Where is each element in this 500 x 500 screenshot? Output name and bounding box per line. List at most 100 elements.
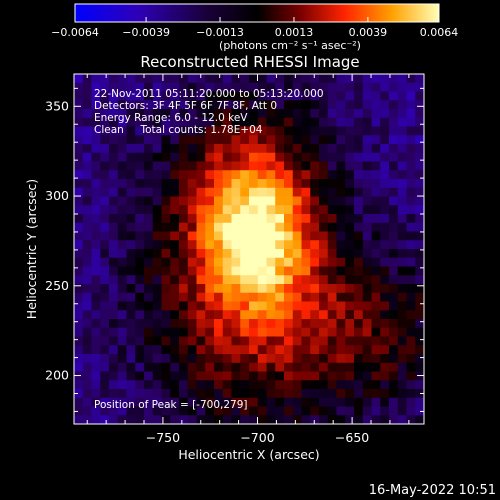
heatmap-cell <box>205 362 215 372</box>
heatmap-cell <box>231 222 241 232</box>
heatmap-cell <box>266 415 276 424</box>
heatmap-cell <box>292 170 302 180</box>
heatmap-cell <box>406 240 416 250</box>
heatmap-cell <box>91 397 101 407</box>
heatmap-cell <box>214 222 224 232</box>
heatmap-cell <box>126 257 136 267</box>
heatmap-cell <box>266 161 276 171</box>
heatmap-cell <box>275 91 285 101</box>
heatmap-cell <box>345 214 355 224</box>
heatmap-cell <box>91 117 101 127</box>
heatmap-cell <box>126 222 136 232</box>
heatmap-cell <box>240 144 250 154</box>
heatmap-cell <box>345 91 355 101</box>
heatmap-cell <box>389 126 399 136</box>
heatmap-cell <box>275 240 285 250</box>
heatmap-cell <box>152 144 162 154</box>
heatmap-cell <box>91 74 101 84</box>
heatmap-cell <box>82 380 92 390</box>
heatmap-cell <box>187 205 197 215</box>
heatmap-cell <box>161 144 171 154</box>
heatmap-cell <box>222 144 232 154</box>
heatmap-cell <box>284 82 294 92</box>
heatmap-cell <box>380 275 390 285</box>
heatmap-cell <box>74 301 84 311</box>
heatmap-cell <box>354 406 364 416</box>
heatmap-cell <box>380 380 390 390</box>
colorbar <box>74 3 440 23</box>
heatmap-cell <box>74 319 84 329</box>
heatmap-cell <box>187 275 197 285</box>
heatmap-cell <box>187 196 197 206</box>
heatmap-cell <box>222 170 232 180</box>
heatmap-cell <box>82 126 92 136</box>
heatmap-cell <box>266 371 276 381</box>
heatmap-cell <box>406 371 416 381</box>
heatmap-cell <box>249 117 259 127</box>
heatmap-cell <box>415 196 424 206</box>
heatmap-cell <box>397 82 407 92</box>
heatmap-cell <box>152 397 162 407</box>
heatmap-cell <box>82 222 92 232</box>
heatmap-cell <box>319 82 329 92</box>
heatmap-cell <box>144 82 154 92</box>
heatmap-cell <box>257 371 267 381</box>
heatmap-cell <box>292 187 302 197</box>
heatmap-cell <box>380 74 390 84</box>
heatmap-cell <box>222 214 232 224</box>
heatmap-cell <box>170 222 180 232</box>
heatmap-cell <box>284 301 294 311</box>
heatmap-cell <box>249 354 259 364</box>
heatmap-cell <box>231 109 241 119</box>
heatmap-cell <box>161 196 171 206</box>
heatmap-cell <box>292 292 302 302</box>
heatmap-cell <box>380 266 390 276</box>
heatmap-cell <box>126 249 136 259</box>
heatmap-cell <box>301 152 311 162</box>
heatmap-cell <box>144 170 154 180</box>
heatmap-cell <box>327 231 337 241</box>
heatmap-cell <box>354 371 364 381</box>
heatmap-cell <box>345 231 355 241</box>
heatmap-cell <box>284 319 294 329</box>
heatmap-cell <box>327 170 337 180</box>
heatmap-cell <box>135 109 145 119</box>
heatmap-cell <box>301 266 311 276</box>
heatmap-cell <box>345 266 355 276</box>
heatmap-cell <box>82 301 92 311</box>
heatmap-cell <box>336 380 346 390</box>
heatmap-cell <box>336 231 346 241</box>
heatmap-cell <box>222 161 232 171</box>
heatmap-cell <box>310 214 320 224</box>
heatmap-cell <box>327 301 337 311</box>
heatmap-cell <box>222 319 232 329</box>
heatmap-cell <box>406 354 416 364</box>
heatmap-cell <box>170 292 180 302</box>
heatmap-cell <box>415 362 424 372</box>
heatmap-cell <box>389 240 399 250</box>
heatmap-cell <box>345 161 355 171</box>
heatmap-cell <box>135 380 145 390</box>
heatmap-cell <box>362 380 372 390</box>
heatmap-cell <box>187 170 197 180</box>
heatmap-cell <box>249 187 259 197</box>
heatmap-cell <box>292 152 302 162</box>
heatmap-cell <box>327 327 337 337</box>
heatmap-cell <box>406 345 416 355</box>
heatmap-cell <box>266 144 276 154</box>
heatmap-cell <box>362 82 372 92</box>
heatmap-cell <box>222 231 232 241</box>
heatmap-cell <box>266 100 276 110</box>
heatmap-cell <box>214 144 224 154</box>
heatmap-cell <box>319 354 329 364</box>
heatmap-cell <box>406 117 416 127</box>
heatmap-cell <box>371 406 381 416</box>
heatmap-cell <box>327 371 337 381</box>
heatmap-cell <box>126 126 136 136</box>
heatmap-cell <box>74 415 84 424</box>
heatmap-cell <box>406 144 416 154</box>
heatmap-cell <box>301 179 311 189</box>
heatmap-cell <box>109 117 119 127</box>
heatmap-cell <box>362 301 372 311</box>
heatmap-cell <box>126 240 136 250</box>
